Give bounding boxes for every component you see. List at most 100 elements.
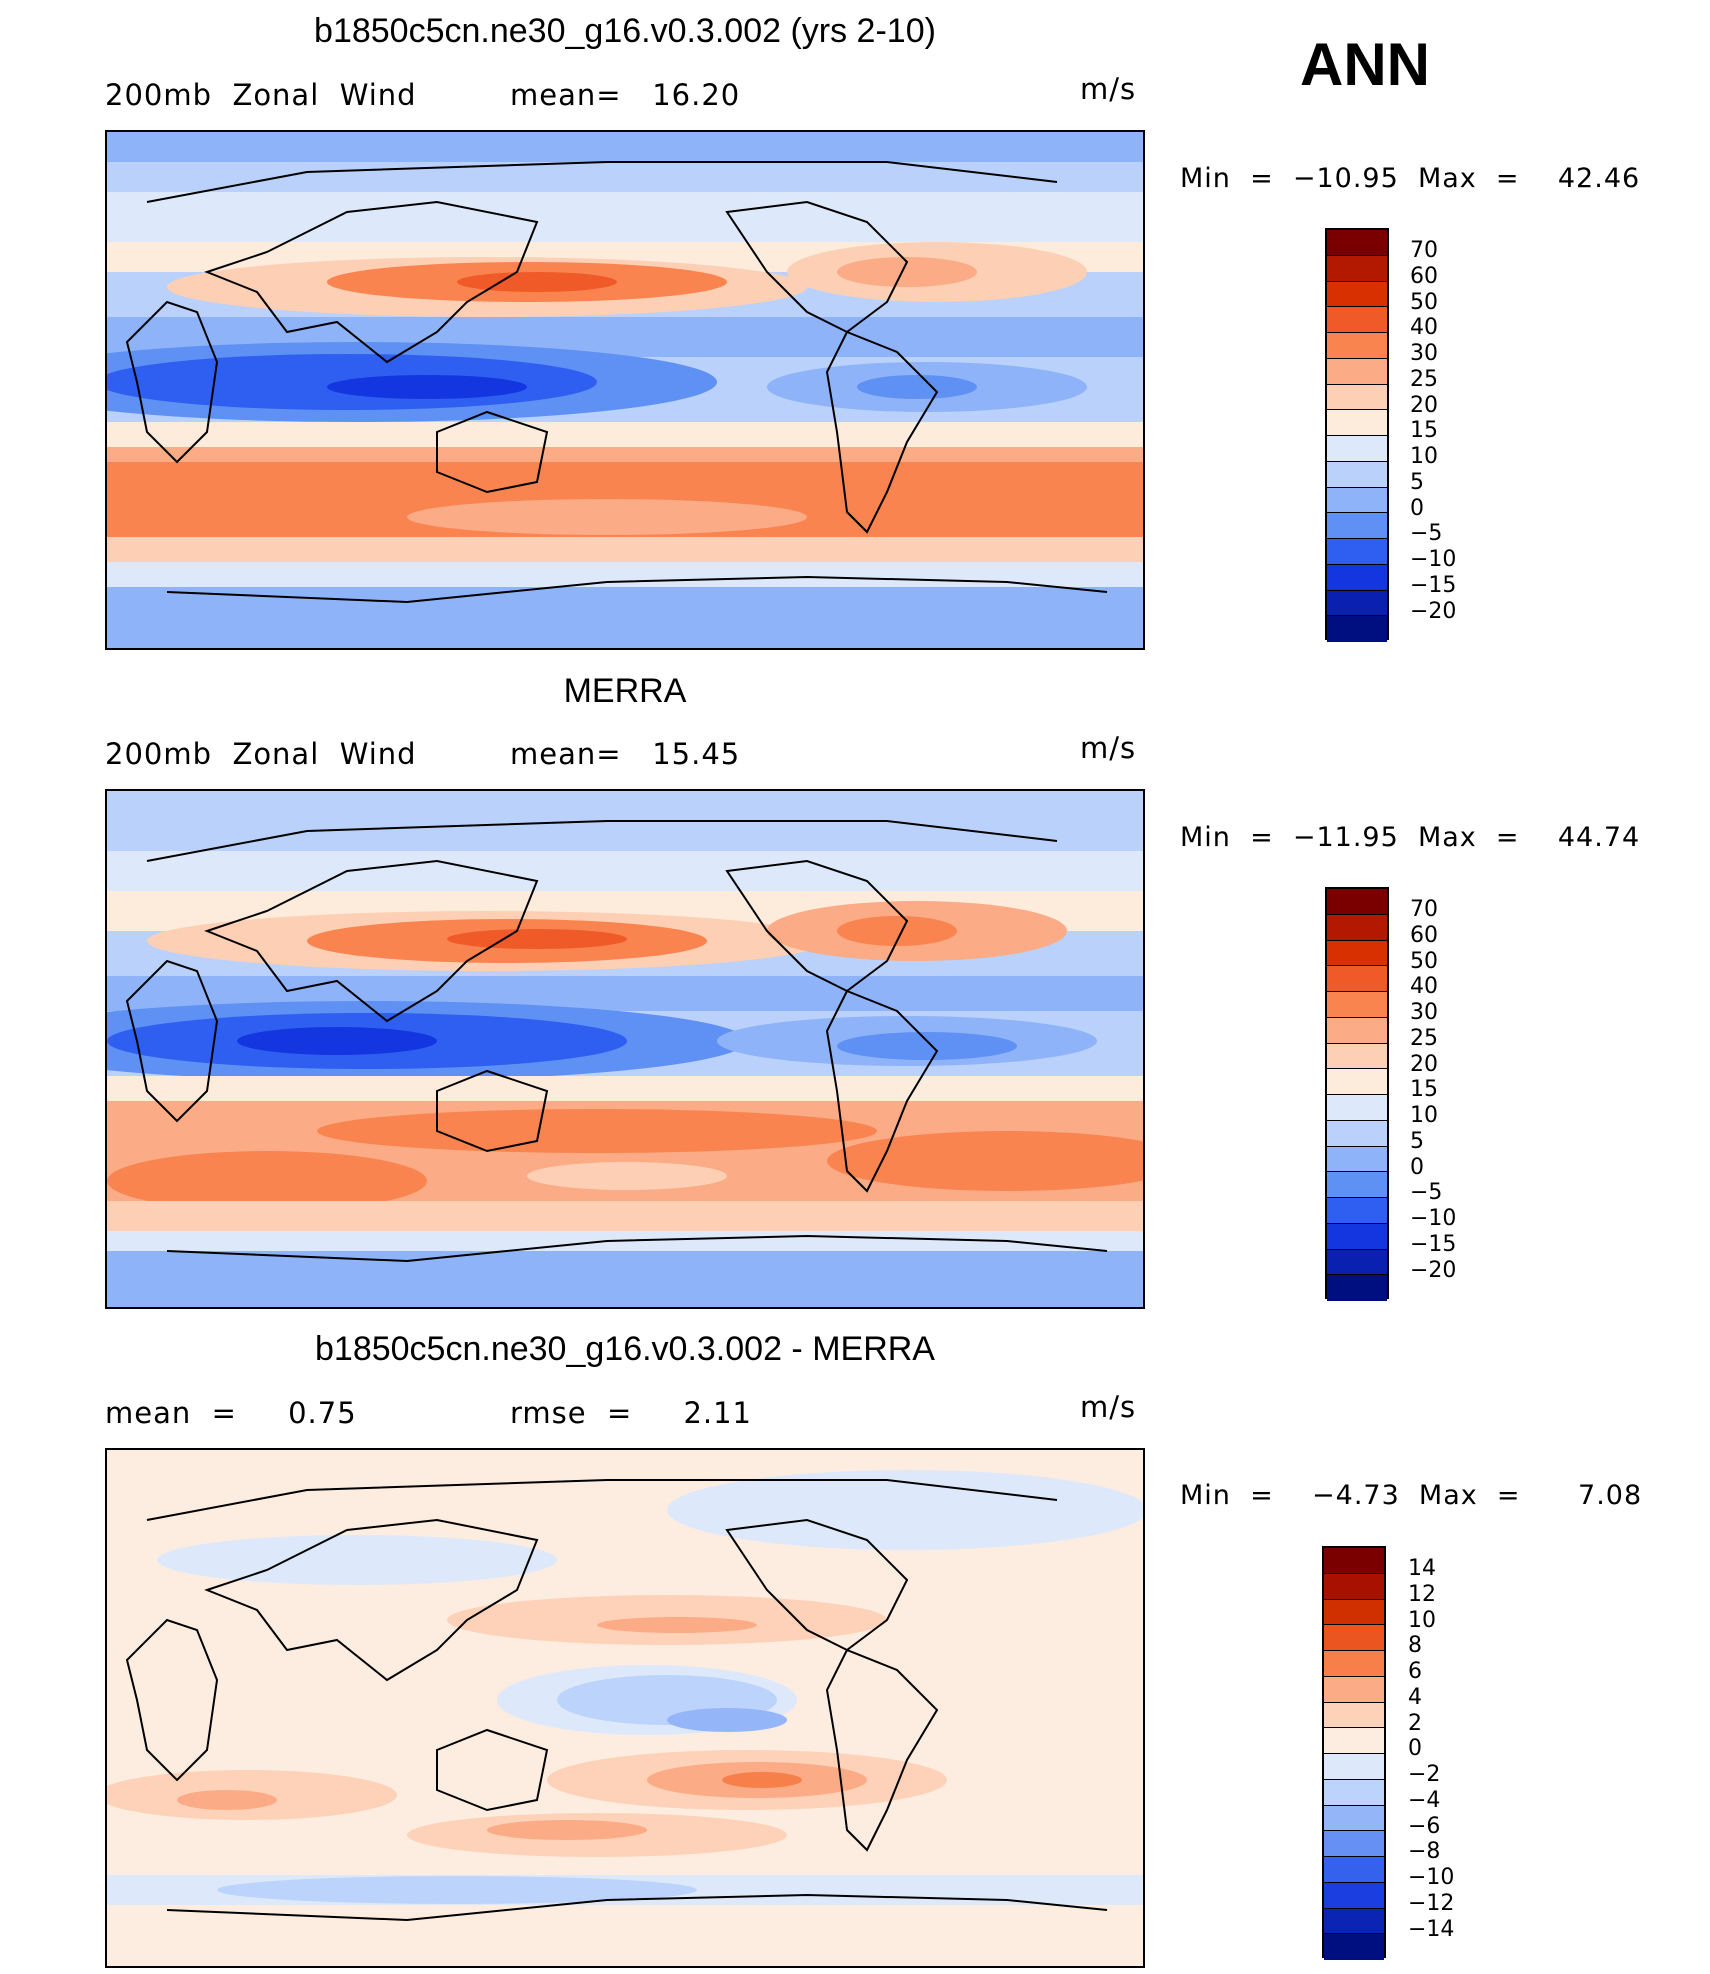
colorbar-level-label: 30 — [1410, 1000, 1438, 1025]
colorbar-swatch — [1327, 1069, 1387, 1095]
colorbar-level-label: 20 — [1410, 1051, 1438, 1077]
colorbar-level-label: 25 — [1410, 1025, 1438, 1051]
panel1-title: b1850c5cn.ne30_g16.v0.3.002 (yrs 2-10) — [314, 12, 936, 50]
colorbar-level-label: −15 — [1410, 572, 1457, 598]
colorbar-level-label: 50 — [1410, 948, 1438, 974]
colorbar-level-label: 50 — [1410, 289, 1438, 315]
panel1-mean-label: mean= 16.20 — [510, 78, 741, 112]
colorbar-level-label: 0 — [1410, 1154, 1424, 1180]
colorbar-swatch — [1327, 358, 1387, 385]
colorbar-level-label: 15 — [1410, 418, 1438, 444]
colorbar-level-label: −4 — [1408, 1787, 1441, 1813]
colorbar-level-label: 0 — [1410, 495, 1424, 521]
colorbar-level-label: 40 — [1410, 974, 1438, 1000]
colorbar-swatch — [1327, 281, 1387, 308]
colorbar-swatch — [1327, 616, 1387, 642]
panel2-title: MERRA — [563, 672, 687, 710]
colorbar-level-label: 14 — [1408, 1556, 1436, 1581]
colorbar-level-label: 6 — [1408, 1659, 1422, 1684]
panel2-min-max: Min = −11.95 Max = 44.74 — [1180, 822, 1641, 853]
colorbar-swatch — [1327, 940, 1387, 967]
panel1-min-max: Min = −10.95 Max = 42.46 — [1180, 163, 1641, 194]
colorbar-level-label: 8 — [1408, 1633, 1422, 1659]
colorbar-swatch — [1327, 992, 1387, 1018]
colorbar-swatch — [1327, 889, 1387, 915]
colorbar-swatch — [1324, 1573, 1384, 1600]
colorbar-swatch — [1327, 487, 1387, 514]
panel1-contour-field — [107, 132, 1143, 648]
colorbar-swatch — [1324, 1599, 1384, 1626]
colorbar-level-label: −6 — [1408, 1813, 1441, 1839]
colorbar-level-label: −10 — [1410, 1206, 1457, 1231]
colorbar-swatch — [1327, 436, 1387, 462]
panel1-map — [105, 130, 1145, 650]
colorbar-level-label: 25 — [1410, 366, 1438, 392]
panel3-title: b1850c5cn.ne30_g16.v0.3.002 - MERRA — [315, 1330, 935, 1368]
colorbar-level-label: 10 — [1410, 444, 1438, 469]
colorbar-swatch — [1324, 1702, 1384, 1729]
colorbar-swatch — [1327, 1043, 1387, 1070]
colorbar-swatch — [1327, 255, 1387, 282]
colorbar-swatch — [1324, 1908, 1384, 1935]
colorbar-level-label: −5 — [1410, 521, 1443, 547]
colorbar-level-label: −10 — [1410, 547, 1457, 572]
panel2-units: m/s — [1080, 731, 1137, 765]
colorbar-level-label: 70 — [1410, 897, 1438, 922]
colorbar-swatch — [1327, 1120, 1387, 1147]
colorbar-swatch — [1327, 230, 1387, 256]
panel2-mean-label: mean= 15.45 — [510, 737, 741, 771]
colorbar-level-label: 15 — [1410, 1077, 1438, 1103]
colorbar-swatch — [1327, 1223, 1387, 1250]
colorbar-level-label: −10 — [1408, 1865, 1455, 1890]
colorbar-swatch — [1324, 1857, 1384, 1883]
colorbar-swatch — [1324, 1934, 1384, 1960]
colorbar-swatch — [1327, 513, 1387, 539]
colorbar-swatch — [1327, 564, 1387, 591]
colorbar-swatch — [1324, 1882, 1384, 1909]
panel3-mean-label: mean = 0.75 — [105, 1396, 357, 1430]
panel3-map — [105, 1448, 1145, 1968]
colorbar-level-label: 12 — [1408, 1581, 1436, 1607]
colorbar-swatch — [1327, 590, 1387, 617]
colorbar-swatch — [1324, 1754, 1384, 1780]
colorbar-level-label: −2 — [1408, 1762, 1441, 1787]
colorbar-level-label: 2 — [1408, 1710, 1422, 1736]
panel3-rmse-label: rmse = 2.11 — [510, 1396, 753, 1430]
colorbar-swatch — [1327, 1172, 1387, 1198]
colorbar-swatch — [1324, 1805, 1384, 1832]
colorbar-level-label: 40 — [1410, 315, 1438, 341]
colorbar-swatch — [1327, 1146, 1387, 1173]
colorbar-swatch — [1327, 461, 1387, 488]
colorbar-swatch — [1324, 1651, 1384, 1677]
season-label: ANN — [1300, 31, 1430, 98]
panel3-contour-field — [107, 1450, 1143, 1966]
colorbar-level-label: −5 — [1410, 1180, 1443, 1206]
colorbar-level-label: 70 — [1410, 238, 1438, 263]
colorbar-level-label: 60 — [1410, 263, 1438, 289]
colorbar-swatch — [1327, 1017, 1387, 1044]
colorbar-swatch — [1327, 307, 1387, 333]
colorbar-level-label: −15 — [1410, 1231, 1457, 1257]
colorbar-swatch — [1324, 1676, 1384, 1703]
colorbar-level-label: 10 — [1410, 1103, 1438, 1128]
colorbar-level-label: 10 — [1408, 1607, 1436, 1633]
colorbar-swatch — [1327, 1275, 1387, 1301]
colorbar-swatch — [1327, 410, 1387, 436]
colorbar-level-label: 5 — [1410, 1128, 1424, 1154]
colorbar-level-label: −14 — [1408, 1916, 1455, 1942]
colorbar-level-label: 30 — [1410, 341, 1438, 366]
colorbar-level-label: −20 — [1410, 1257, 1457, 1283]
panel2-contour-field — [107, 791, 1143, 1307]
colorbar-swatch — [1327, 1249, 1387, 1276]
colorbar-level-label: 5 — [1410, 469, 1424, 495]
colorbar-swatch — [1327, 914, 1387, 941]
colorbar-swatch — [1327, 539, 1387, 565]
colorbar-level-label: 60 — [1410, 922, 1438, 948]
panel2-variable-label: 200mb Zonal Wind — [105, 737, 417, 771]
panel3-min-max: Min = −4.73 Max = 7.08 — [1180, 1480, 1643, 1511]
colorbar-level-label: 20 — [1410, 392, 1438, 418]
colorbar-swatch — [1327, 1095, 1387, 1121]
panel3-units: m/s — [1080, 1390, 1137, 1424]
colorbar-swatch — [1327, 966, 1387, 992]
colorbar-swatch — [1324, 1831, 1384, 1857]
